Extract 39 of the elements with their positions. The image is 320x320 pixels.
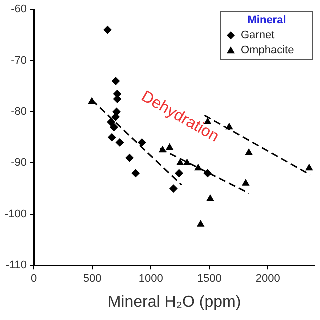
point	[132, 169, 140, 178]
x-tick-label: 500	[83, 273, 102, 286]
legend-title: Mineral	[248, 14, 286, 27]
legend-label: Garnet	[241, 30, 275, 42]
point	[194, 164, 202, 171]
point	[159, 146, 166, 153]
point	[226, 123, 233, 130]
point	[166, 144, 174, 150]
point	[104, 26, 112, 34]
point	[246, 148, 253, 156]
point	[116, 138, 124, 147]
point	[306, 164, 313, 171]
point	[206, 195, 214, 202]
point	[110, 123, 118, 132]
x-tick-label: 1000	[138, 273, 164, 286]
point	[88, 98, 96, 104]
point	[108, 134, 116, 142]
x-tick-label: 0	[30, 273, 38, 286]
point	[126, 154, 134, 162]
y-tick-label: -100	[4, 208, 28, 220]
point	[170, 184, 178, 193]
point	[112, 113, 120, 122]
point	[204, 169, 212, 178]
x-axis-title: Mineral H₂O (ppm)	[108, 294, 242, 311]
x-tick-label: 1500	[197, 273, 222, 286]
point	[242, 180, 250, 186]
point	[197, 220, 204, 227]
point	[184, 159, 191, 166]
point	[107, 118, 116, 126]
point	[175, 169, 184, 178]
x-tick-label: 2000	[256, 273, 280, 286]
y-tick-label: -60	[11, 4, 28, 16]
legend-label: Omphacite	[241, 44, 294, 57]
y-tick-label: -80	[11, 106, 28, 118]
point	[112, 77, 120, 86]
y-tick-label: -90	[11, 157, 28, 170]
point	[176, 159, 184, 166]
y-tick-label: -70	[11, 54, 28, 67]
y-tick-label: -110	[6, 260, 28, 272]
